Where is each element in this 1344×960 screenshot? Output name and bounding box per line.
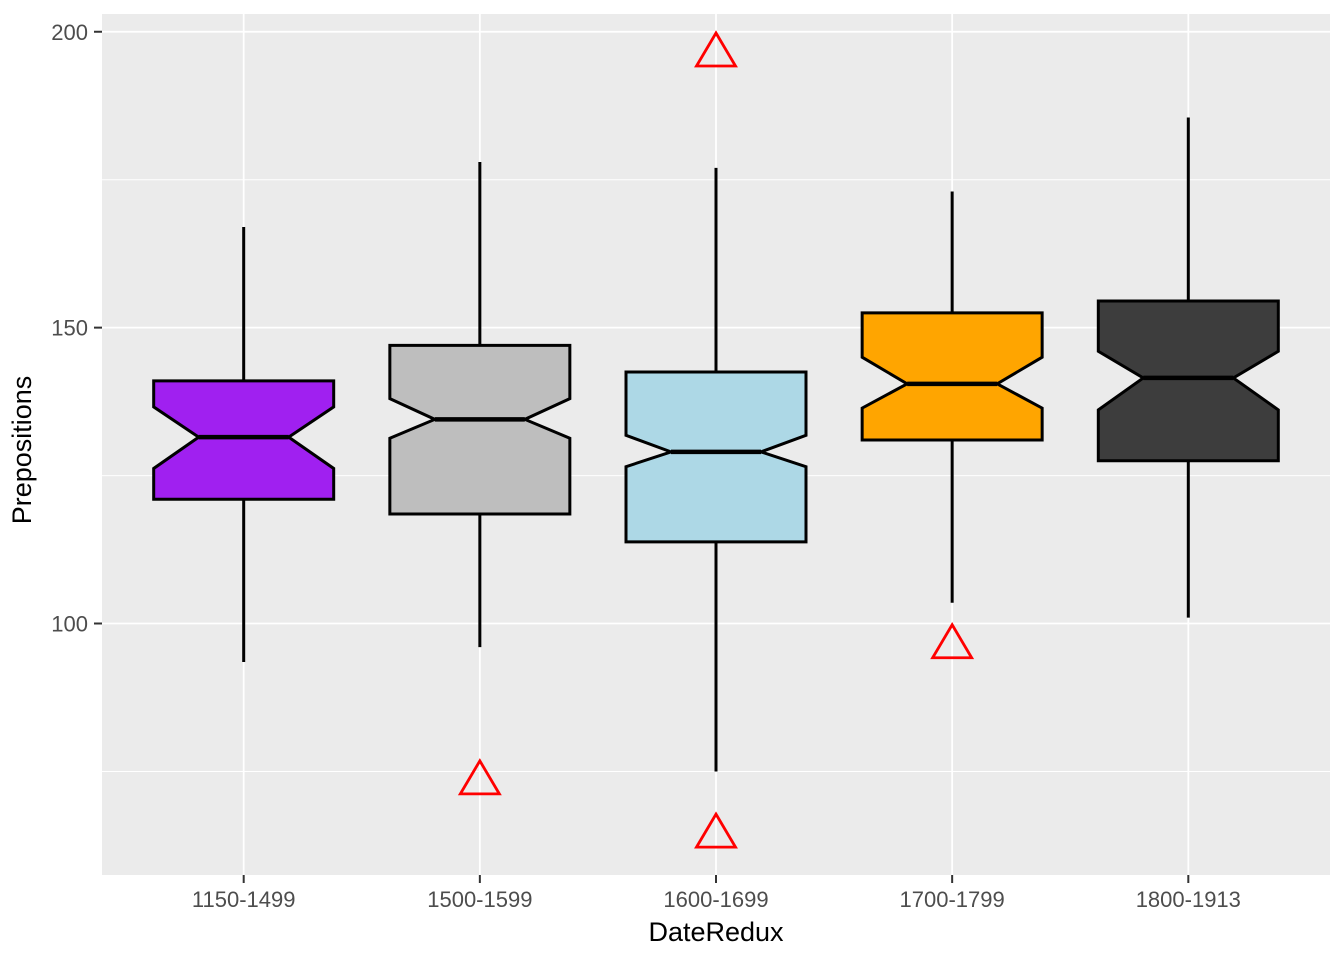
x-tick-label: 1600-1699 bbox=[663, 887, 768, 912]
boxplots bbox=[152, 117, 1280, 772]
outlier-markers bbox=[457, 30, 975, 849]
box bbox=[624, 370, 808, 544]
box bbox=[1096, 299, 1280, 463]
x-tick-label: 1800-1913 bbox=[1136, 887, 1241, 912]
axes: 200 150 100 1150-1499 1500-1599 1600-1699 1700… bbox=[51, 20, 1241, 912]
x-tick-label: 1500-1599 bbox=[427, 887, 532, 912]
outlier-triangle-icon bbox=[930, 622, 975, 660]
x-tick-label: 1150-1499 bbox=[192, 887, 296, 912]
boxplot-1800-1913 bbox=[1096, 117, 1280, 618]
outlier-triangle-icon bbox=[694, 811, 738, 849]
y-tick-label: 100 bbox=[51, 612, 88, 637]
outlier-triangle-icon bbox=[694, 30, 738, 68]
box bbox=[388, 343, 572, 516]
box bbox=[152, 379, 336, 501]
x-tick-label: 1700-1799 bbox=[900, 887, 1005, 912]
boxplot-1150-1499 bbox=[152, 227, 336, 662]
box bbox=[860, 311, 1044, 442]
y-axis-title: Prepositions bbox=[7, 376, 37, 525]
y-tick-label: 200 bbox=[51, 20, 88, 45]
x-axis-title: DateRedux bbox=[648, 917, 784, 947]
boxplot-1500-1599 bbox=[388, 161, 572, 648]
boxplot-1700-1799 bbox=[860, 191, 1044, 603]
boxplot-1600-1699 bbox=[624, 167, 808, 772]
outlier-triangle-icon bbox=[457, 758, 502, 796]
y-tick-label: 150 bbox=[51, 316, 88, 341]
